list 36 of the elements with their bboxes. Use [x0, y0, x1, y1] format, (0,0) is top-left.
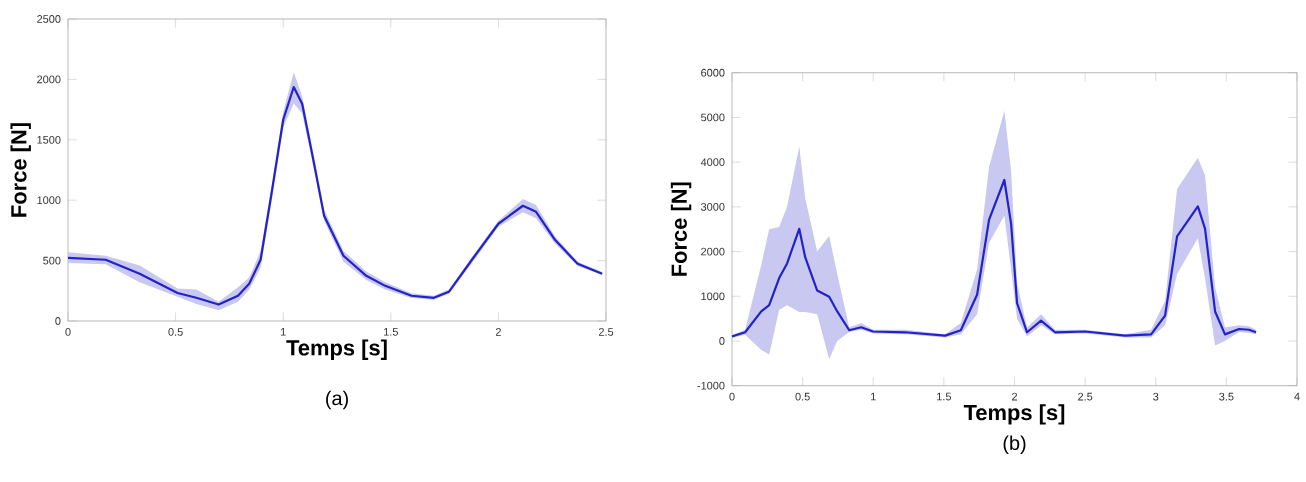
y-axis-title: Force [N]	[10, 123, 31, 217]
y-tick-label: -1000	[697, 381, 725, 390]
x-axis-title: Temps [s]	[286, 339, 387, 360]
text: (a)	[326, 390, 348, 410]
x-tick-label: 0	[65, 328, 71, 336]
line-series	[732, 178, 1258, 338]
y-tick-label: 0	[719, 337, 725, 345]
x-tick-label: 0.5	[168, 328, 183, 336]
x-tick-label: 3	[1153, 392, 1159, 401]
y-tick-label: 0	[55, 317, 61, 325]
x-tick-label: 2.5	[598, 328, 614, 336]
x-tick-label: 1	[281, 328, 286, 336]
y-tick-label: 3000	[700, 202, 725, 211]
y-tick-label: 2000	[701, 247, 725, 256]
y-axis-title: Force [N]	[670, 182, 692, 276]
y-tick-label: 500	[43, 256, 61, 265]
x-axis-title: Temps [s]	[963, 404, 1065, 425]
text: (b)	[1003, 435, 1026, 454]
y-tick-label: 5000	[701, 113, 725, 122]
y-tick-label: 1000	[37, 196, 61, 205]
x-tick-label: 3.5	[1219, 392, 1234, 401]
y-tick-label: 2000	[37, 75, 61, 84]
x-tick-label: 2	[495, 328, 501, 336]
x-tick-label: 4	[1294, 392, 1300, 401]
y-tick-label: 2500	[37, 15, 61, 23]
y-tick-label: 1500	[37, 135, 61, 144]
y-tick-label: 1000	[701, 292, 725, 301]
x-tick-label: 0	[729, 392, 735, 401]
x-tick-label: 1.5	[937, 392, 952, 401]
y-tick-label: 6000	[701, 68, 725, 77]
x-tick-label: 1	[871, 392, 876, 401]
x-tick-label: 0.5	[795, 392, 810, 401]
x-tick-label: 2.5	[1078, 392, 1093, 401]
x-tick-label: 1.5	[384, 328, 398, 336]
x-tick-label: 2	[1012, 392, 1018, 401]
y-tick-label: 4000	[700, 158, 725, 167]
